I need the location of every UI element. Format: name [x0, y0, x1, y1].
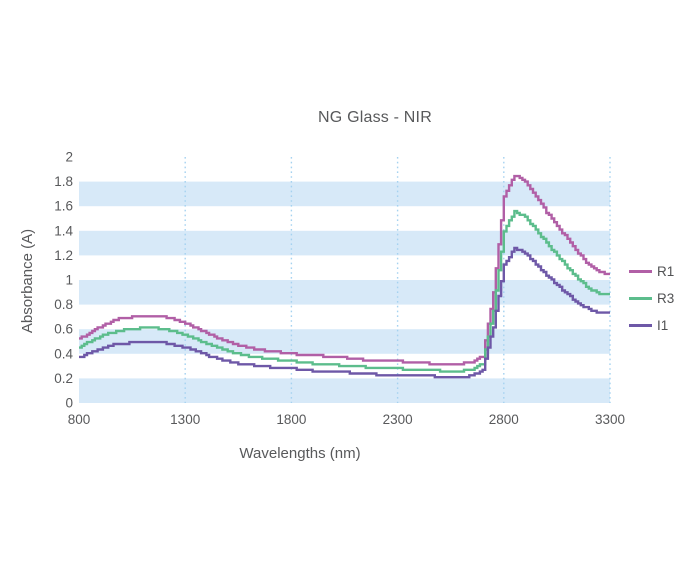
- y-tick-label: 0.6: [54, 322, 73, 337]
- x-tick-label: 1800: [276, 412, 306, 427]
- y-tick-label: 1.2: [54, 248, 73, 263]
- y-tick-label: 0: [65, 396, 73, 411]
- chart-title: NG Glass - NIR: [318, 109, 432, 126]
- y-tick-label: 0.8: [54, 297, 73, 312]
- legend: R1 R3 I1: [629, 258, 674, 339]
- y-tick-label: 1.4: [54, 223, 73, 238]
- x-tick-label: 3300: [595, 412, 625, 427]
- y-tick-label: 1.8: [54, 174, 73, 189]
- legend-item-r1: R1: [629, 258, 674, 285]
- x-tick-label: 2800: [489, 412, 519, 427]
- legend-item-i1: I1: [629, 312, 674, 339]
- series-line-i1: [79, 246, 610, 379]
- background-band: [79, 230, 610, 256]
- y-tick-label: 1: [65, 273, 73, 288]
- x-tick-label: 800: [68, 412, 91, 427]
- y-tick-label: 0.4: [54, 346, 73, 361]
- legend-swatch-i1-icon: [629, 324, 652, 327]
- legend-label-r1: R1: [657, 264, 675, 279]
- x-tick-label: 2300: [383, 412, 413, 427]
- y-tick-label: 2: [65, 150, 73, 165]
- x-axis-title: Wavelengths (nm): [239, 445, 361, 462]
- x-tick-label: 1300: [170, 412, 200, 427]
- legend-label-i1: I1: [657, 318, 669, 333]
- background-band: [79, 280, 610, 305]
- background-band: [79, 378, 610, 403]
- series-line-r3: [79, 209, 610, 373]
- background-band: [79, 181, 610, 207]
- legend-swatch-r3-icon: [629, 297, 652, 300]
- series-line-r1: [79, 174, 610, 366]
- y-axis-title: Absorbance (A): [19, 228, 36, 334]
- legend-swatch-r1-icon: [629, 270, 652, 273]
- y-tick-label: 1.6: [54, 199, 73, 214]
- legend-item-r3: R3: [629, 285, 674, 312]
- y-tick-label: 0.2: [54, 371, 73, 386]
- legend-label-r3: R3: [657, 291, 675, 306]
